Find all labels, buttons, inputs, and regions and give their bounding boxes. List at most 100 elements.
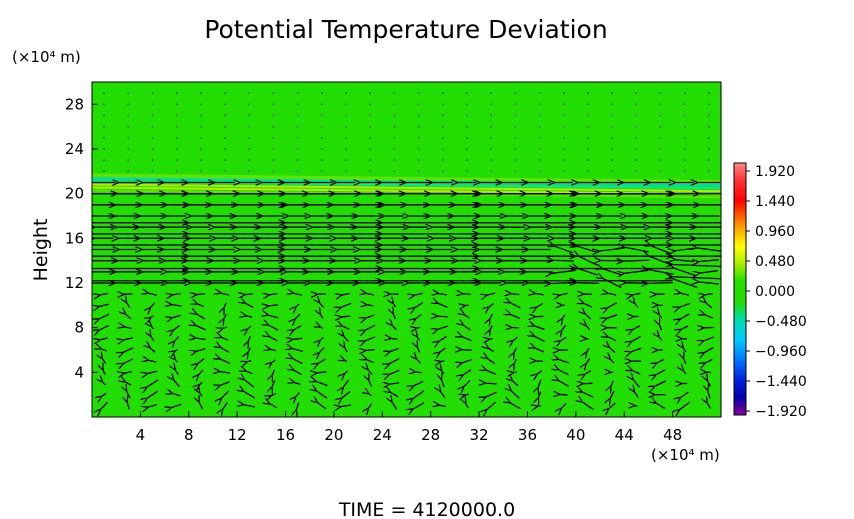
- wind-vector: [294, 370, 302, 376]
- wind-vector-dot: [466, 148, 468, 150]
- wind-vector: [293, 338, 303, 339]
- wind-vector-dot: [393, 148, 396, 150]
- wind-vector: [270, 337, 278, 342]
- wind-vector: [463, 369, 472, 375]
- wind-vector: [102, 349, 107, 352]
- wind-vector-dot: [490, 125, 492, 128]
- wind-vector: [535, 336, 545, 342]
- wind-vector: [172, 314, 182, 317]
- wind-vector-dot: [466, 125, 468, 128]
- wind-vector: [608, 337, 617, 342]
- wind-vector-dot: [200, 148, 202, 150]
- wind-vector-dot: [103, 125, 105, 128]
- wind-vector: [175, 336, 180, 341]
- wind-vector-dot: [272, 114, 275, 117]
- wind-vector: [319, 347, 325, 353]
- wind-vector: [514, 358, 517, 363]
- wind-vector: [221, 348, 230, 353]
- wind-vector-dot: [514, 148, 517, 150]
- wind-vector-dot: [466, 114, 468, 117]
- wind-vector-dot: [151, 125, 154, 128]
- wind-vector: [464, 380, 471, 387]
- wind-vector-dot: [175, 170, 178, 173]
- wind-vector: [320, 303, 325, 309]
- wind-vector: [393, 326, 397, 331]
- wind-vector-dot: [442, 159, 444, 161]
- wind-vector: [317, 372, 327, 373]
- wind-vector: [674, 268, 696, 277]
- wind-vector-dot: [369, 148, 371, 150]
- wind-vector: [199, 402, 204, 410]
- wind-vector: [220, 381, 231, 386]
- wind-vector-dot: [708, 92, 710, 94]
- wind-vector-dot: [684, 159, 686, 161]
- wind-vector-dot: [224, 114, 226, 117]
- wind-vector: [704, 346, 714, 353]
- wind-vector: [197, 314, 206, 320]
- wind-vector-dot: [321, 137, 323, 139]
- wind-vector: [197, 348, 206, 351]
- wind-vector: [127, 391, 131, 399]
- wind-vector: [708, 391, 711, 399]
- wind-vector-dot: [466, 103, 468, 106]
- wind-vector: [417, 348, 421, 353]
- wind-vector: [173, 393, 181, 397]
- wind-vector: [704, 336, 715, 341]
- wind-vector: [577, 283, 600, 284]
- wind-vector: [151, 336, 155, 342]
- wind-vector: [561, 336, 568, 341]
- wind-vector-dot: [103, 103, 105, 106]
- wind-vector-dot: [248, 125, 250, 128]
- wind-vector-dot: [587, 103, 589, 106]
- wind-vector: [269, 325, 279, 331]
- wind-vector: [487, 370, 496, 375]
- wind-vector-dot: [248, 114, 250, 117]
- wind-vector: [416, 313, 422, 319]
- wind-vector-dot: [224, 137, 226, 139]
- wind-vectors: [92, 92, 721, 410]
- wind-vector-dot: [684, 170, 686, 173]
- wind-vector: [296, 303, 300, 307]
- wind-vector-dot: [248, 148, 250, 150]
- wind-vector: [345, 370, 348, 374]
- wind-vector: [681, 391, 689, 397]
- wind-vector-dot: [442, 103, 444, 106]
- wind-vector: [683, 371, 687, 375]
- colorbar-gradient: [733, 162, 747, 416]
- wind-vector: [442, 380, 445, 388]
- wind-vector: [462, 350, 473, 351]
- wind-vector: [563, 314, 566, 318]
- wind-vector-dot: [708, 103, 710, 106]
- y-tick-label: 16: [65, 229, 84, 247]
- wind-vector: [535, 348, 545, 353]
- wind-vector: [197, 294, 205, 295]
- wind-vector: [392, 402, 398, 410]
- wind-vector: [245, 380, 255, 388]
- wind-vector-dot: [127, 92, 129, 94]
- wind-vector-dot: [563, 148, 565, 150]
- wind-vector: [293, 359, 303, 365]
- wind-vector-dot: [514, 114, 517, 117]
- wind-vector-dot: [708, 148, 710, 150]
- wind-vector: [656, 369, 666, 375]
- wind-vector: [489, 348, 494, 353]
- y-axis-label: Height: [30, 219, 52, 282]
- colorbar-tick-label: 0.480: [755, 254, 795, 270]
- wind-vector-dot: [345, 92, 347, 94]
- wind-vector-dot: [684, 125, 686, 128]
- wind-vector: [151, 327, 154, 330]
- wind-vector: [272, 369, 276, 375]
- wind-vector-dot: [224, 92, 226, 94]
- wind-vector-dot: [200, 137, 202, 139]
- wind-vector-dot: [175, 125, 178, 128]
- wind-vector: [705, 293, 714, 294]
- wind-vector: [440, 347, 446, 352]
- wind-vector-dot: [417, 103, 420, 106]
- wind-vector: [365, 324, 376, 330]
- wind-vector: [561, 402, 567, 408]
- wind-vector-dot: [417, 92, 420, 94]
- wind-vector: [366, 293, 375, 296]
- wind-vector: [707, 403, 711, 409]
- wind-vector: [489, 303, 494, 307]
- wind-vector: [123, 347, 134, 353]
